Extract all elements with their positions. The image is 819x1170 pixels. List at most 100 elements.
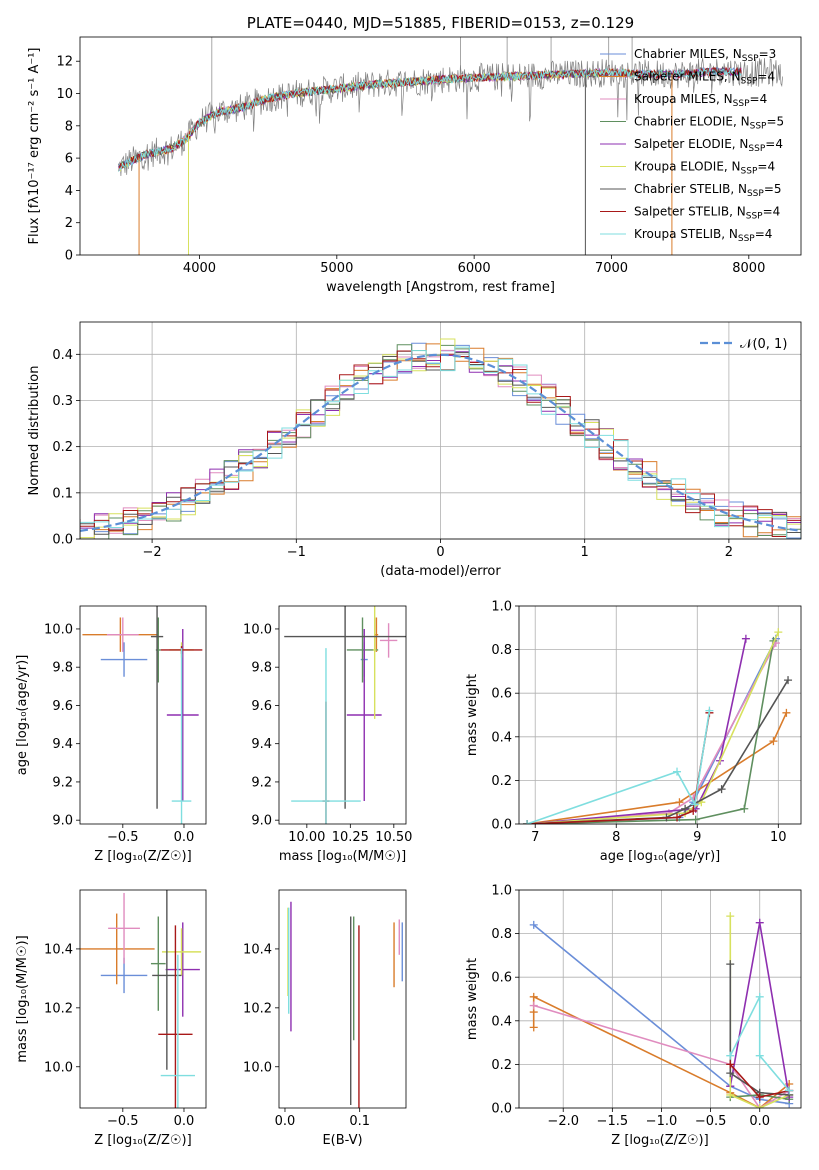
y-tick-label: 1.0 <box>491 884 512 899</box>
x-axis-label: Z [log₁₀(Z/Z☉)] <box>611 1133 708 1148</box>
y-tick-label: 10.4 <box>243 942 272 957</box>
x-tick-label: 10.00 <box>288 830 325 845</box>
weight-marker <box>690 800 699 809</box>
axes-weight-vs-Z: −2.0 −1.5 −1.0 −0.5 0.0 0.0 0.2 0.4 0.6 0.8 1.0 Z [… <box>465 884 802 1148</box>
legend-subscript: SSP <box>733 99 750 109</box>
weight-marker <box>755 1051 764 1060</box>
x-tick-label: −0.5 <box>695 1114 727 1129</box>
legend-count: =4 <box>757 160 775 174</box>
x-tick-label: 7000 <box>595 261 628 276</box>
x-tick-label: 2 <box>725 545 733 560</box>
weight-marker <box>717 785 726 794</box>
x-tick-label: 4000 <box>183 261 216 276</box>
weight-marker <box>769 737 778 746</box>
legend-label: Kroupa STELIB, NSSP=4 <box>634 227 772 244</box>
normal-curve <box>80 353 801 532</box>
weight-marker <box>726 912 735 921</box>
x-tick-label: 0.0 <box>174 830 195 845</box>
x-axis-label: mass [log₁₀(M/M☉)] <box>279 849 406 864</box>
y-tick-label: 10.0 <box>243 622 272 637</box>
reference-legend-label: 𝒩(0, 1) <box>740 337 787 352</box>
legend-count: =4 <box>763 205 781 219</box>
y-tick-label: 0.3 <box>52 394 73 409</box>
x-tick-label: −1.5 <box>597 1114 629 1129</box>
axes-frame <box>79 889 207 1109</box>
y-tick-label: 10 <box>56 87 73 102</box>
x-tick-label: −0.5 <box>107 830 139 845</box>
x-axis-label: E(B-V) <box>322 1133 362 1148</box>
x-tick-label: 0.0 <box>174 1114 195 1129</box>
legend-count: =5 <box>764 182 782 196</box>
weight-marker <box>726 1051 735 1060</box>
weight-marker <box>755 1104 764 1108</box>
weight-marker <box>523 820 532 824</box>
y-tick-label: 9.0 <box>52 814 73 829</box>
y-axis-label: Normed distribution <box>27 366 42 496</box>
x-tick-label: 0.0 <box>275 1114 296 1129</box>
weight-line <box>527 638 747 824</box>
weight-marker <box>726 960 735 969</box>
legend-count: =4 <box>757 70 775 84</box>
y-tick-label: 6 <box>65 152 73 167</box>
chart-title: PLATE=0440, MJD=51885, FIBERID=0153, z=0… <box>247 14 634 32</box>
legend-subscript: SSP <box>742 54 759 64</box>
legend-subscript: SSP <box>746 212 763 222</box>
weight-line <box>533 1004 790 1108</box>
x-tick-label: −1.0 <box>646 1114 678 1129</box>
legend-label: Chabrier ELODIE, NSSP=5 <box>634 115 784 132</box>
legend-count: =5 <box>766 115 784 129</box>
y-tick-label: 0.4 <box>491 1014 512 1029</box>
y-tick-label: 9.2 <box>251 775 272 790</box>
y-tick-label: 9.6 <box>52 699 73 714</box>
legend-count: =4 <box>765 137 783 151</box>
plot-area <box>80 890 202 1108</box>
axes-mass-vs-ebv: 0.0 0.1 10.0 10.4 10.2 E(B-V) <box>243 889 407 1148</box>
y-tick-label: 10.4 <box>44 942 73 957</box>
legend-subscript: SSP <box>741 77 758 87</box>
legend-label: Kroupa ELODIE, NSSP=4 <box>634 160 775 177</box>
axes-weight-vs-age: 7 8 9 10 0.0 0.2 0.4 0.6 0.8 1.0 age [log₁₀(age/yr… <box>465 600 802 864</box>
x-tick-label: −1 <box>287 545 306 560</box>
legend-subscript: SSP <box>750 122 767 132</box>
y-tick-label: 0.4 <box>52 348 73 363</box>
y-tick-label: 0.2 <box>491 774 512 789</box>
axes-mass-vs-Z: −0.5 0.0 10.0 10.2 10.4 Z [log₁₀(Z/Z☉)] mass [… <box>15 889 207 1148</box>
model-line <box>118 67 742 172</box>
axes-frame <box>79 36 802 256</box>
weight-line <box>526 710 711 824</box>
weight-line <box>527 679 789 824</box>
weight-marker <box>755 992 764 1001</box>
legend-label: Chabrier STELIB, NSSP=5 <box>634 182 782 199</box>
axes-residuals: −2 −1 0 1 2 0.0 0.1 0.2 0.3 0.4 (data-model)/error… <box>27 321 802 579</box>
axes-frame <box>79 605 207 825</box>
x-axis-label: wavelength [Angstrom, rest frame] <box>326 280 555 295</box>
weight-line <box>527 638 777 824</box>
y-tick-label: 8 <box>65 119 73 134</box>
y-tick-label: 0.6 <box>491 971 512 986</box>
x-axis-label: age [log₁₀(age/yr)] <box>600 849 721 864</box>
y-tick-label: 0.0 <box>491 818 512 833</box>
weight-line <box>527 712 711 824</box>
weight-marker <box>673 767 682 776</box>
legend-subscript: SSP <box>738 234 755 244</box>
plot-area <box>118 37 783 255</box>
plot-area <box>529 912 794 1108</box>
weight-marker <box>726 1090 735 1099</box>
legend-count: =4 <box>750 92 768 106</box>
y-tick-label: 0.8 <box>491 927 512 942</box>
weight-marker <box>529 920 538 929</box>
axes-age-vs-mass: 10.00 10.25 10.50 9.0 9.2 9.4 9.6 9.8 10.0 mass [… <box>243 605 412 864</box>
x-tick-label: 6000 <box>458 261 491 276</box>
axes-age-vs-Z: −0.5 0.0 9.0 9.2 9.4 9.6 9.8 10.0 Z [log₁₀(Z/Z☉)… <box>15 605 207 864</box>
y-tick-label: 10.2 <box>44 1001 73 1016</box>
weight-marker <box>689 806 698 815</box>
plot-area <box>82 606 203 824</box>
x-tick-label: 0 <box>436 545 444 560</box>
x-tick-label: −2 <box>143 545 162 560</box>
x-axis-label: Z [log₁₀(Z/Z☉)] <box>94 1133 191 1148</box>
weight-marker <box>681 804 690 813</box>
x-tick-label: −2.0 <box>547 1114 579 1129</box>
y-tick-label: 9.4 <box>251 737 272 752</box>
y-tick-label: 10.2 <box>243 1001 272 1016</box>
legend-subscript: SSP <box>741 167 758 177</box>
